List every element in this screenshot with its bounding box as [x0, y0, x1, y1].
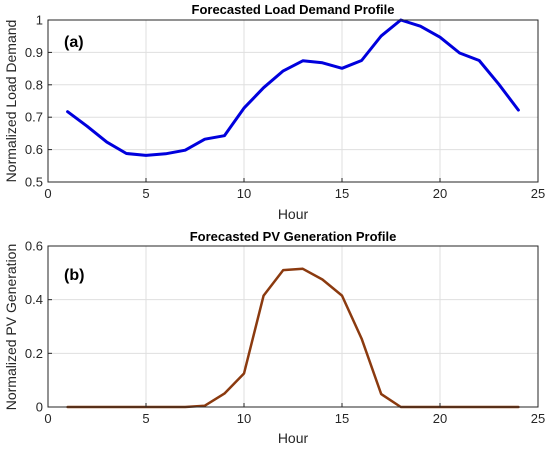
data-point	[204, 405, 205, 406]
data-point	[322, 279, 323, 280]
x-tick-label: 0	[44, 186, 51, 201]
data-point	[87, 126, 88, 127]
x-tick-label: 15	[335, 411, 349, 426]
data-point	[244, 108, 245, 109]
data-point	[361, 338, 362, 339]
data-point	[322, 62, 323, 63]
data-point	[518, 110, 519, 111]
panel-label: (a)	[64, 34, 84, 51]
pv-generation-chart: Forecasted PV Generation Profile 0 5 10 15 2…	[3, 229, 545, 446]
y-tick-label: 1	[36, 13, 43, 28]
series-line	[66, 267, 520, 409]
data-point	[283, 270, 284, 271]
data-point	[126, 153, 127, 154]
data-point	[342, 68, 343, 69]
data-point	[342, 295, 343, 296]
data-point	[479, 60, 480, 61]
grid	[47, 19, 539, 183]
tick-layer: 0 5 10 15 20 25 0 0.2 0.4 0.6	[25, 239, 545, 427]
chart-title: Forecasted Load Demand Profile	[192, 2, 395, 17]
x-axis-label: Hour	[278, 206, 309, 222]
data-point	[381, 35, 382, 36]
x-tick-label: 5	[142, 186, 149, 201]
data-point	[204, 139, 205, 140]
series-line	[66, 18, 520, 157]
data-point	[224, 393, 225, 394]
data-point	[440, 37, 441, 38]
data-point	[498, 84, 499, 85]
data-point	[420, 26, 421, 27]
tick-layer: 0 5 10 15 20 25 0.5 0.6 0.7 0.8 0.9 1	[25, 13, 545, 202]
data-point	[244, 373, 245, 374]
y-tick-label: 0.6	[25, 142, 43, 157]
data-point	[146, 155, 147, 156]
x-tick-label: 15	[335, 186, 349, 201]
x-axis-label: Hour	[278, 430, 309, 446]
y-axis-label: Normalized Load Demand	[3, 20, 19, 183]
plot-frame	[47, 245, 539, 408]
data-point	[224, 135, 225, 136]
y-axis-label: Normalized PV Generation	[3, 244, 19, 411]
y-tick-label: 0.4	[25, 292, 43, 307]
plot-frame	[47, 19, 539, 183]
data-point	[361, 60, 362, 61]
y-tick-label: 0.7	[25, 110, 43, 125]
data-point	[106, 142, 107, 143]
data-point	[185, 150, 186, 151]
y-tick-label: 0.5	[25, 175, 43, 190]
chart-title: Forecasted PV Generation Profile	[190, 229, 397, 244]
data-point	[381, 394, 382, 395]
data-point	[165, 153, 166, 154]
x-tick-label: 20	[433, 186, 447, 201]
x-tick-label: 10	[237, 186, 251, 201]
y-tick-label: 0.6	[25, 239, 43, 254]
y-tick-label: 0.2	[25, 346, 43, 361]
data-point	[459, 53, 460, 54]
data-point	[302, 268, 303, 269]
x-tick-label: 0	[44, 411, 51, 426]
series-layer	[66, 267, 520, 409]
y-tick-label: 0.9	[25, 45, 43, 60]
series-layer	[66, 18, 520, 157]
load-demand-chart: Forecasted Load Demand Profile 0 5 10 15 20 2…	[3, 2, 545, 222]
data-point	[263, 87, 264, 88]
x-tick-label: 10	[237, 411, 251, 426]
x-tick-label: 20	[433, 411, 447, 426]
y-tick-label: 0.8	[25, 77, 43, 92]
data-point	[302, 60, 303, 61]
x-tick-label: 5	[142, 411, 149, 426]
y-tick-label: 0	[36, 400, 43, 415]
data-point	[67, 111, 68, 112]
data-point	[263, 295, 264, 296]
panel-label: (b)	[64, 267, 84, 284]
x-tick-label: 25	[531, 411, 545, 426]
data-point	[283, 70, 284, 71]
x-tick-label: 25	[531, 186, 545, 201]
